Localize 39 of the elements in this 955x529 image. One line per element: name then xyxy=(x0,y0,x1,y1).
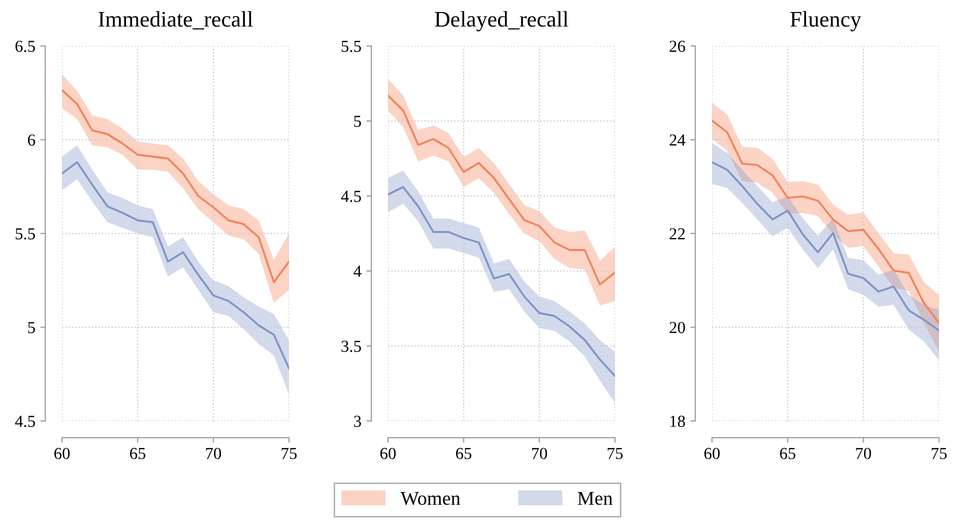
y-tick-label: 18 xyxy=(670,416,685,427)
x-tick-label: 60 xyxy=(704,448,720,460)
y-tick-label: 5.5 xyxy=(16,228,35,240)
y-tick-label: 22 xyxy=(670,228,685,240)
x-tick-label: 70 xyxy=(856,448,872,460)
x-tick-label: 75 xyxy=(282,448,297,460)
y-tick-label: 3 xyxy=(354,416,361,427)
y-tick-label: 5.5 xyxy=(342,40,361,52)
line-series xyxy=(62,161,289,370)
y-tick-label: 20 xyxy=(670,322,685,334)
chart-title: Immediate_recall xyxy=(98,11,253,30)
y-tick-label: 4.5 xyxy=(15,416,35,428)
y-tick-label: 3.5 xyxy=(342,340,361,352)
line-series xyxy=(388,94,615,286)
x-tick-label: 60 xyxy=(54,448,70,460)
x-tick-label: 75 xyxy=(608,448,623,460)
y-tick-label: 24 xyxy=(670,134,686,146)
y-tick-label: 4 xyxy=(354,266,362,277)
chart-title: Delayed_recall xyxy=(434,11,568,32)
x-tick-label: 65 xyxy=(456,448,472,460)
x-tick-label: 75 xyxy=(932,448,947,460)
y-tick-label: 5 xyxy=(28,322,35,334)
line-series xyxy=(388,186,615,377)
y-tick-label: 5 xyxy=(354,116,361,127)
legend-label: Women xyxy=(400,492,460,506)
legend-label: Men xyxy=(578,492,613,505)
line-series xyxy=(62,89,289,284)
y-tick-label: 6 xyxy=(28,134,36,146)
x-tick-label: 70 xyxy=(206,448,222,460)
line-series xyxy=(712,120,939,324)
x-tick-label: 65 xyxy=(130,448,146,460)
x-tick-label: 60 xyxy=(380,448,396,460)
x-tick-label: 65 xyxy=(780,448,796,460)
chart-title: Fluency xyxy=(790,11,862,32)
y-tick-label: 26 xyxy=(670,40,686,52)
y-tick-label: 6.5 xyxy=(15,40,35,52)
x-tick-label: 70 xyxy=(532,448,548,460)
y-tick-label: 4.5 xyxy=(341,190,361,202)
line-series xyxy=(712,161,939,332)
